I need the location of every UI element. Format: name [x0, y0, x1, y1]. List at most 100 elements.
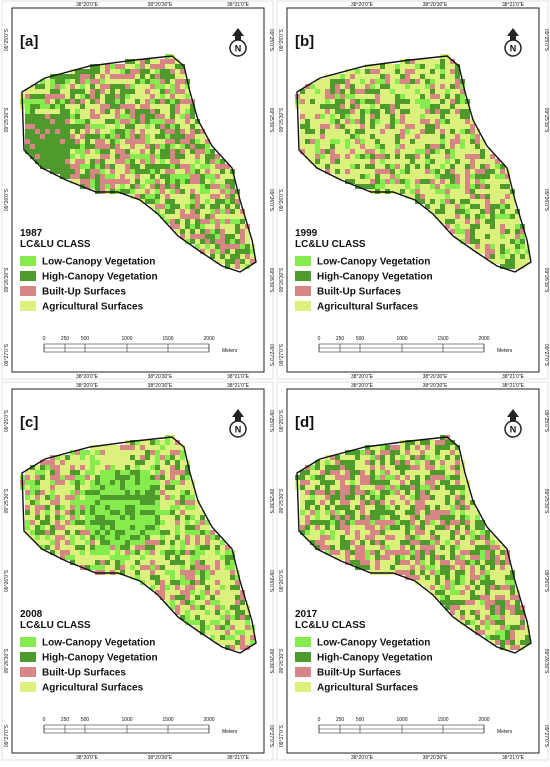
scale-label: 1000: [396, 717, 407, 723]
legend-label: Built-Up Surfaces: [317, 287, 401, 298]
scale-label: 1000: [121, 336, 132, 342]
land-cover: [295, 435, 530, 650]
scale-label: 500: [81, 336, 90, 342]
lon-label: 38°20'0"E: [351, 374, 374, 380]
study-boundary: [21, 55, 257, 273]
lon-label: 38°20'0"E: [351, 383, 374, 389]
lon-label: 38°20'30"E: [423, 383, 448, 389]
lat-label: 09°27'0"S: [543, 725, 549, 748]
scale-label: 0: [318, 336, 321, 342]
lon-label: 38°21'0"E: [227, 2, 250, 8]
lat-label: 09°27'0"S: [268, 344, 274, 367]
legend-swatch: [20, 667, 36, 677]
map-panel: 38°20'0"E 38°20'0"E 38°20'30"E 38°20'30"E 38…: [276, 381, 549, 761]
lat-label: 09°25'30"S: [543, 489, 549, 514]
lat-label: 09°25'0"S: [4, 409, 10, 432]
scale-label: 1500: [162, 336, 173, 342]
legend-swatch: [295, 286, 311, 296]
scale-label: 1000: [396, 336, 407, 342]
panel-label: [d]: [295, 414, 314, 431]
lat-label: 09°26'30"S: [543, 268, 549, 293]
legend-swatch: [20, 637, 36, 647]
legend-title: LC&LU CLASS: [20, 620, 91, 631]
lat-label: 09°25'0"S: [268, 410, 274, 433]
panel-border: [276, 0, 549, 380]
lon-label: 38°20'30"E: [423, 2, 448, 8]
lat-label: 09°25'30"S: [268, 108, 274, 133]
scale-label: 0: [43, 717, 46, 723]
legend-swatch: [20, 301, 36, 311]
legend-label: High-Canopy Vegetation: [317, 272, 433, 283]
north-arrow: [232, 28, 244, 40]
lon-label: 38°20'0"E: [76, 374, 99, 380]
lat-label: 09°26'0"S: [268, 570, 274, 593]
lat-label: 09°25'30"S: [279, 107, 285, 132]
scale-label: 2000: [478, 717, 489, 723]
lat-label: 09°26'30"S: [543, 649, 549, 674]
year: 2008: [20, 609, 43, 620]
north-label: N: [510, 425, 517, 435]
lat-label: 09°25'0"S: [543, 29, 549, 52]
panel-border: [1, 0, 274, 380]
scale-unit: Meters: [497, 348, 513, 354]
land-cover: [25, 435, 255, 650]
scale-label: 1500: [437, 717, 448, 723]
scale-unit: Meters: [222, 729, 238, 735]
legend-label: Built-Up Surfaces: [317, 668, 401, 679]
lat-label: 09°25'30"S: [268, 489, 274, 514]
legend-label: Low-Canopy Vegetation: [42, 257, 155, 268]
scale-label: 250: [336, 717, 345, 723]
north-arrow: [507, 28, 519, 40]
lat-label: 09°27'0"S: [4, 724, 10, 747]
lon-label: 38°20'30"E: [148, 2, 173, 8]
lat-label: 09°26'0"S: [4, 569, 10, 592]
scale-label: 1500: [437, 336, 448, 342]
scale-label: 500: [81, 717, 90, 723]
scale-label: 1000: [121, 717, 132, 723]
lat-label: 09°25'30"S: [4, 107, 10, 132]
lon-label: 38°21'0"E: [502, 755, 525, 761]
lat-label: 09°26'0"S: [543, 570, 549, 593]
legend-swatch: [20, 286, 36, 296]
lat-label: 09°27'0"S: [279, 343, 285, 366]
land-cover: [295, 54, 530, 269]
lat-label: 09°27'0"S: [4, 343, 10, 366]
north-arrow: [507, 409, 519, 421]
land-cover: [25, 59, 255, 269]
lat-label: 09°25'0"S: [279, 409, 285, 432]
legend-label: High-Canopy Vegetation: [42, 653, 158, 664]
lat-label: 09°25'30"S: [543, 108, 549, 133]
lon-label: 38°20'0"E: [76, 755, 99, 761]
study-boundary: [21, 436, 257, 654]
land-cover: [20, 440, 255, 650]
panel-border: [276, 381, 549, 761]
north-circle: [504, 39, 522, 57]
scale-label: 1500: [162, 717, 173, 723]
lon-label: 38°21'0"E: [227, 374, 250, 380]
legend-swatch: [20, 682, 36, 692]
lat-label: 09°26'30"S: [279, 648, 285, 673]
land-cover: [20, 54, 255, 269]
lon-label: 38°21'0"E: [502, 383, 525, 389]
legend-label: Built-Up Surfaces: [42, 668, 126, 679]
scale-label: 2000: [203, 717, 214, 723]
lon-label: 38°20'30"E: [148, 383, 173, 389]
lat-label: 09°25'30"S: [4, 488, 10, 513]
legend-swatch: [295, 301, 311, 311]
legend-swatch: [295, 271, 311, 281]
lon-label: 38°21'0"E: [502, 2, 525, 8]
legend-title: LC&LU CLASS: [295, 620, 366, 631]
scale-unit: Meters: [222, 348, 238, 354]
panel-label: [b]: [295, 33, 314, 50]
lat-label: 09°25'0"S: [279, 28, 285, 51]
lat-label: 09°26'0"S: [279, 569, 285, 592]
scale-label: 2000: [203, 336, 214, 342]
lat-label: 09°27'0"S: [268, 725, 274, 748]
land-cover: [295, 440, 530, 650]
legend-title: LC&LU CLASS: [295, 239, 366, 250]
north-label: N: [510, 44, 517, 54]
scale-label: 500: [356, 717, 365, 723]
map-panel: 38°20'0"E 38°20'0"E 38°20'30"E 38°20'30"E 38…: [1, 381, 274, 761]
lat-label: 09°27'0"S: [279, 724, 285, 747]
